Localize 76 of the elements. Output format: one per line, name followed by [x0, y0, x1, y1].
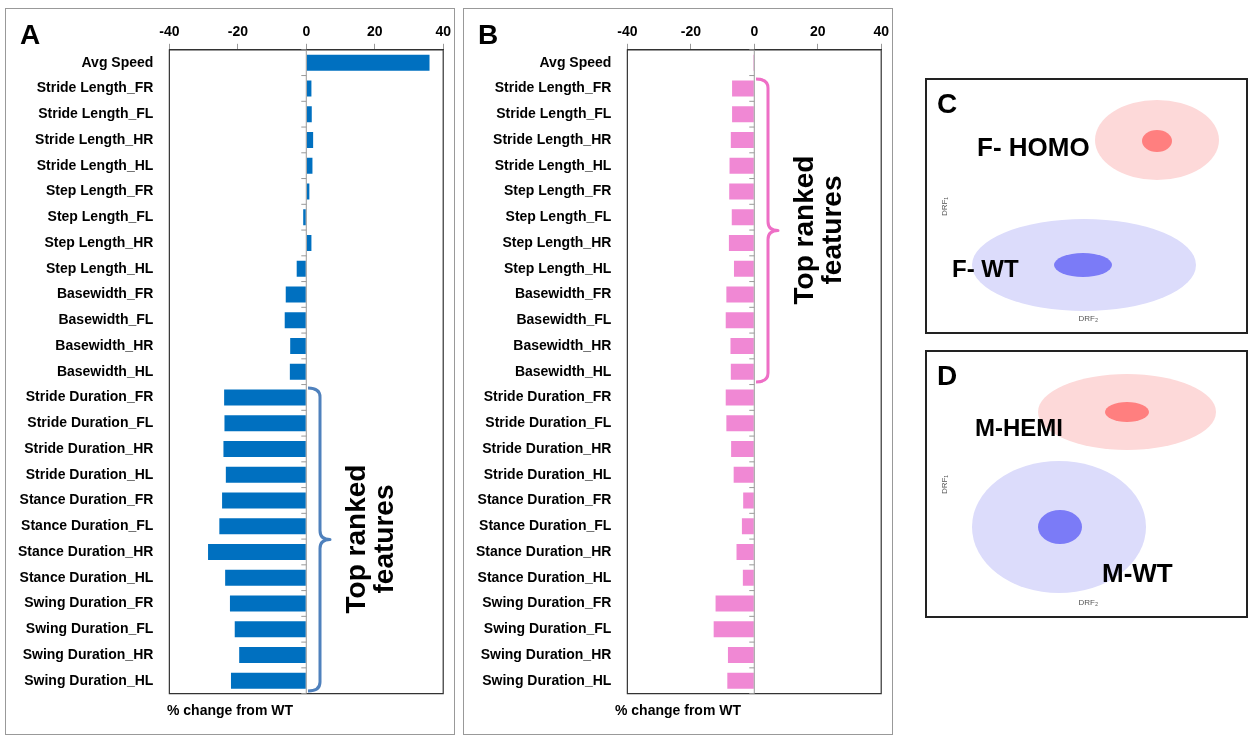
y-tick-label: Stride Length_FR [36, 79, 154, 96]
y-tick-label: Swing Duration_FL [483, 620, 612, 637]
x-tick-label: 0 [302, 23, 311, 40]
y-tick-label: Swing Duration_FR [482, 594, 612, 611]
text: DRF₁ [940, 474, 950, 495]
y-tick-label: Stride Duration_FR [483, 388, 612, 405]
y-tick-label: Basewidth_HR [513, 336, 612, 353]
x-tick-label: 20 [809, 23, 826, 40]
y-tick-label: Avg Speed [539, 53, 612, 70]
y-tick-label: Stride Duration_FL [485, 414, 612, 431]
y-tick-label: Basewidth_HL [56, 362, 154, 379]
x-tick-label: 40 [435, 23, 452, 40]
y-tick-label: Avg Speed [81, 53, 154, 70]
x-tick-label: -40 [617, 23, 638, 40]
chart-title: A [20, 19, 41, 51]
y-tick-label: Stride Duration_HR [482, 439, 612, 456]
text: DRF₂ [1078, 598, 1099, 607]
y-tick-label: Swing Duration_FR [24, 594, 154, 611]
y-tick-label: Swing Duration_HR [480, 645, 612, 662]
y-tick-label: Basewidth_HR [55, 336, 154, 353]
x-tick-label: 20 [366, 23, 383, 40]
y-tick-label: Stride Length_FR [494, 79, 612, 96]
text: F- HOMO [977, 132, 1090, 163]
y-tick-label: Stride Duration_HL [483, 465, 612, 482]
y-tick-label: Stride Duration_FR [25, 388, 154, 405]
y-tick-label: Stride Length_FL [496, 105, 612, 122]
y-tick-label: Swing Duration_FL [25, 620, 154, 637]
y-tick-label: Step Length_HR [502, 233, 612, 250]
x-tick-label: 0 [750, 23, 759, 40]
y-tick-label: Stance Duration_HL [19, 568, 154, 585]
chart-title: B [478, 19, 499, 51]
y-tick-label: Basewidth_FL [516, 311, 612, 328]
y-tick-label: Stride Length_HR [493, 130, 612, 147]
text: M-WT [1102, 558, 1173, 589]
x-tick-label: 40 [873, 23, 890, 40]
text: DRF₂ [1078, 314, 1099, 323]
y-tick-label: Stance Duration_FL [21, 517, 154, 534]
text: C [937, 88, 958, 120]
y-tick-label: Stance Duration_HL [477, 568, 612, 585]
y-tick-label: Basewidth_FR [514, 285, 612, 302]
y-tick-label: Step Length_HL [504, 259, 612, 276]
y-tick-label: Stride Duration_FL [27, 414, 154, 431]
y-tick-label: Swing Duration_HL [24, 671, 154, 688]
y-tick-label: Swing Duration_HL [482, 671, 612, 688]
annotation: Top ranked features [340, 463, 400, 616]
text: DRF₁ [940, 196, 950, 217]
y-tick-label: Step Length_FL [47, 208, 154, 225]
text: F- WT [952, 255, 1019, 283]
y-tick-label: Stride Length_HL [36, 156, 154, 173]
y-tick-label: Step Length_HR [44, 233, 154, 250]
x-tick-label: -20 [227, 23, 249, 40]
x-axis-title: % change from WT [614, 702, 742, 718]
y-tick-label: Stride Length_HR [35, 130, 154, 147]
y-tick-label: Stance Duration_FR [477, 491, 612, 508]
y-tick-label: Basewidth_FL [58, 311, 154, 328]
y-tick-label: Step Length_FL [505, 208, 612, 225]
y-tick-label: Stride Duration_HL [25, 465, 154, 482]
y-tick-label: Stance Duration_FR [19, 491, 154, 508]
annotation: Top ranked features [788, 154, 848, 307]
x-tick-label: -20 [680, 23, 702, 40]
x-axis-title: % change from WT [166, 702, 294, 718]
y-tick-label: Step Length_HL [46, 259, 154, 276]
y-tick-label: Basewidth_FR [56, 285, 154, 302]
y-tick-label: Stance Duration_FL [479, 517, 612, 534]
y-tick-label: Step Length_FR [504, 182, 612, 199]
y-tick-label: Stance Duration_HR [18, 542, 154, 559]
y-tick-label: Stride Length_FL [38, 105, 154, 122]
text: D [937, 360, 958, 392]
y-tick-label: Stride Length_HL [494, 156, 612, 173]
y-tick-label: Stride Duration_HR [24, 439, 154, 456]
text: M-HEMI [975, 414, 1063, 442]
y-tick-label: Swing Duration_HR [22, 645, 154, 662]
y-tick-label: Basewidth_HL [514, 362, 612, 379]
y-tick-label: Stance Duration_HR [476, 542, 612, 559]
y-tick-label: Step Length_FR [46, 182, 154, 199]
x-tick-label: -40 [159, 23, 180, 40]
